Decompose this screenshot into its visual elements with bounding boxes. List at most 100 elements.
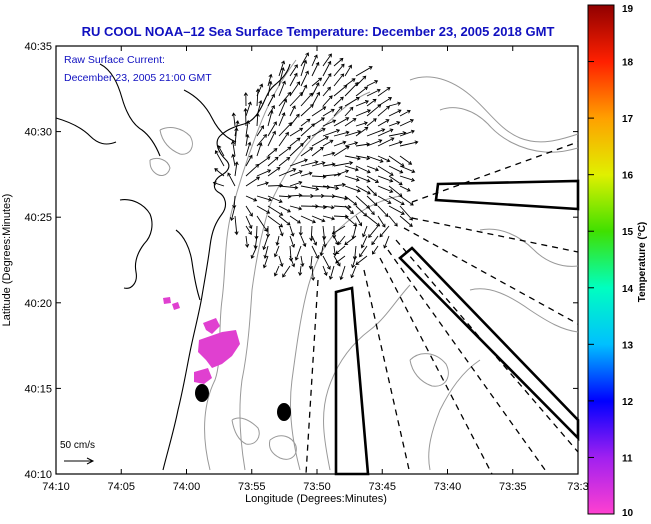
current-arrow bbox=[399, 155, 413, 165]
current-arrow bbox=[377, 87, 391, 97]
current-arrow bbox=[267, 130, 276, 147]
current-arrow bbox=[245, 120, 250, 137]
current-arrow bbox=[289, 91, 304, 107]
current-arrow bbox=[278, 91, 292, 107]
current-arrow bbox=[333, 169, 350, 177]
current-arrow bbox=[267, 205, 284, 216]
current-arrow bbox=[263, 245, 269, 259]
current-arrow bbox=[388, 101, 402, 107]
current-arrow bbox=[366, 185, 377, 197]
current-arrow bbox=[322, 205, 335, 210]
current-arrow bbox=[217, 145, 225, 157]
current-arrow bbox=[333, 96, 344, 107]
current-arrow bbox=[366, 118, 377, 127]
current-arrow bbox=[344, 165, 359, 172]
current-arrow bbox=[344, 175, 360, 182]
current-arrow bbox=[355, 155, 371, 161]
current-arrow bbox=[333, 130, 350, 137]
current-arrow bbox=[245, 101, 252, 117]
current-arrow bbox=[344, 141, 359, 147]
current-arrow bbox=[355, 126, 369, 137]
current-arrow bbox=[355, 185, 371, 195]
current-arrow bbox=[262, 255, 269, 269]
current-arrow bbox=[267, 183, 284, 188]
current-arrow bbox=[289, 64, 298, 77]
current-arrow bbox=[275, 235, 280, 246]
current-arrow bbox=[388, 165, 404, 174]
current-arrow bbox=[322, 151, 336, 157]
current-arrow bbox=[267, 73, 273, 87]
current-arrow bbox=[278, 168, 297, 177]
current-arrow bbox=[300, 147, 314, 157]
current-arrow bbox=[245, 215, 253, 229]
current-arrow bbox=[366, 104, 382, 117]
current-arrow bbox=[333, 105, 343, 117]
scale-label: 50 cm/s bbox=[60, 440, 95, 451]
current-arrow bbox=[377, 205, 389, 218]
current-arrow bbox=[399, 109, 411, 117]
current-arrow bbox=[344, 205, 354, 215]
colorbar-tick-label: 12 bbox=[622, 397, 634, 408]
y-tick-label: 40:20 bbox=[24, 298, 52, 310]
current-arrow bbox=[355, 215, 363, 227]
current-arrow bbox=[311, 146, 324, 157]
current-arrow bbox=[289, 225, 295, 237]
current-arrow bbox=[278, 255, 284, 268]
current-arrow bbox=[399, 129, 415, 137]
current-arrow bbox=[379, 225, 390, 238]
current-arrow bbox=[300, 171, 313, 177]
colorbar-tick-label: 15 bbox=[622, 227, 634, 238]
current-arrow bbox=[366, 80, 379, 87]
current-arrow bbox=[289, 81, 301, 97]
current-arrow bbox=[278, 112, 286, 127]
current-arrow bbox=[227, 172, 236, 187]
plot-frame bbox=[55, 45, 579, 475]
current-arrow bbox=[319, 245, 324, 257]
current-arrow bbox=[337, 235, 346, 246]
current-arrow bbox=[256, 205, 271, 214]
current-arrow bbox=[300, 255, 305, 268]
current-arrow bbox=[289, 170, 303, 177]
current-arrow bbox=[344, 64, 352, 77]
current-arrow bbox=[333, 73, 345, 87]
current-arrow bbox=[366, 88, 381, 97]
current-arrow bbox=[399, 119, 414, 127]
current-arrow bbox=[344, 78, 356, 87]
current-arrow bbox=[311, 54, 318, 67]
current-arrow bbox=[300, 70, 309, 87]
colorbar-tick-label: 17 bbox=[622, 114, 634, 125]
current-arrow bbox=[322, 235, 327, 248]
current-arrow bbox=[300, 92, 313, 107]
current-arrow bbox=[245, 141, 252, 157]
current-arrow bbox=[267, 156, 279, 167]
current-arrow bbox=[262, 235, 269, 251]
x-tick-label: 73:55 bbox=[238, 481, 266, 493]
current-arrow bbox=[366, 215, 381, 227]
current-arrow bbox=[300, 235, 307, 248]
current-arrow bbox=[267, 215, 284, 228]
current-arrow bbox=[333, 117, 350, 127]
current-arrow bbox=[256, 181, 269, 187]
current-arrow bbox=[311, 265, 316, 281]
current-arrow bbox=[333, 140, 347, 147]
radar-site-marker bbox=[277, 403, 291, 421]
current-arrow bbox=[278, 60, 286, 77]
current-arrow bbox=[278, 67, 285, 87]
current-arrow bbox=[230, 140, 236, 157]
x-tick-label: 73:3 bbox=[567, 481, 588, 493]
current-arrow bbox=[322, 72, 332, 87]
current-arrow bbox=[333, 63, 345, 77]
current-arrow bbox=[311, 235, 318, 246]
current-arrow bbox=[328, 265, 335, 280]
current-arrow bbox=[322, 95, 333, 107]
current-arrow bbox=[399, 175, 415, 182]
colorbar-tick-label: 11 bbox=[622, 453, 633, 464]
colorbar bbox=[587, 4, 615, 515]
current-arrow bbox=[344, 195, 358, 206]
current-arrow bbox=[250, 245, 258, 259]
current-arrow bbox=[331, 225, 346, 235]
current-arrow bbox=[311, 127, 326, 137]
current-arrow bbox=[289, 180, 303, 187]
current-arrow bbox=[289, 158, 308, 167]
current-arrow bbox=[361, 225, 368, 238]
